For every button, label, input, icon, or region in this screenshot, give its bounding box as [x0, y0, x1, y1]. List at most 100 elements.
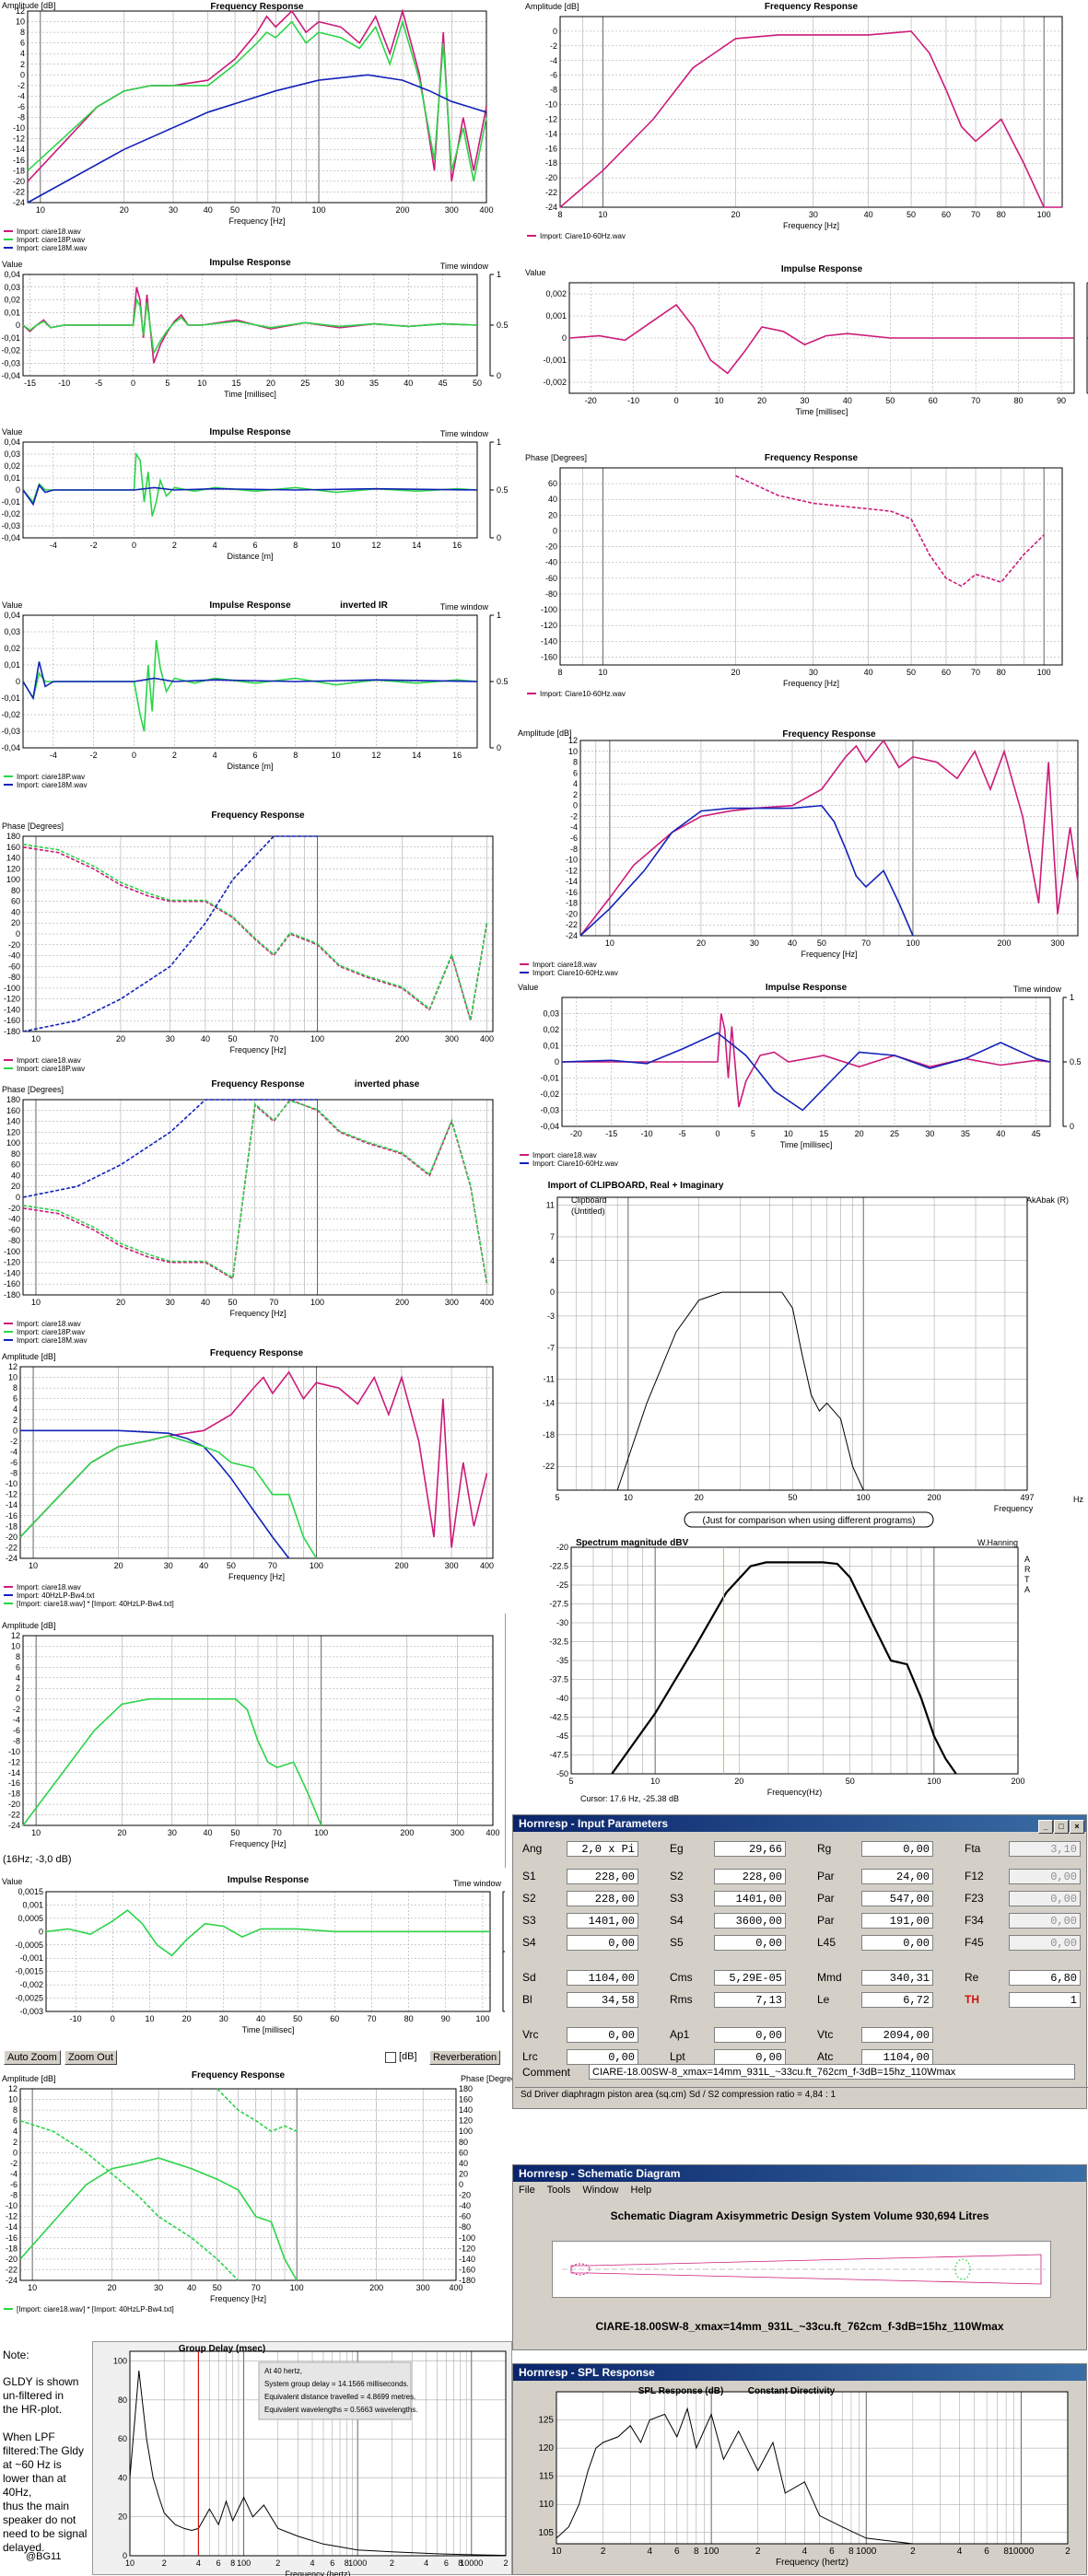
- comment-field[interactable]: CIARE-18.00SW-8_xmax=14mm_931L_~33cu.ft_…: [589, 2064, 1075, 2080]
- reverberation-button[interactable]: Reverberation: [429, 2050, 501, 2065]
- menu-help[interactable]: Help: [630, 2185, 652, 2196]
- y-tick-label: 8: [13, 2105, 18, 2115]
- series-line-2: [22, 484, 478, 507]
- series-line-1: [562, 1013, 1051, 1108]
- x-tick-label: 300: [445, 205, 459, 215]
- x-tick-label: -10: [70, 2014, 82, 2023]
- schematic-heading: Schematic Diagram Axisymmetric Design Sy…: [610, 2209, 989, 2222]
- zoom-out-button[interactable]: Zoom Out: [64, 2050, 117, 2065]
- y-tick-label: 0: [39, 1927, 43, 1936]
- series-line-3: [22, 1099, 318, 1198]
- db-checkbox[interactable]: [385, 2052, 396, 2063]
- param-field-ang[interactable]: 2,0 x Pi: [567, 1841, 638, 1857]
- param-field-vtc[interactable]: 2094,00: [861, 2027, 933, 2043]
- grid: [559, 468, 1062, 665]
- param-field-mmd[interactable]: 340,31: [861, 1970, 933, 1986]
- y-right-tick-label: -140: [459, 2255, 475, 2264]
- plot-frame: [559, 16, 1063, 208]
- y-tick-label: -0,01: [1, 333, 20, 343]
- param-label-s1: S1: [522, 1870, 536, 1882]
- y-tick-label: -50: [556, 1769, 568, 1778]
- x-tick-label: 100: [857, 1493, 871, 1502]
- param-field-s4[interactable]: 3600,00: [714, 1913, 786, 1929]
- param-field-s1[interactable]: 228,00: [567, 1869, 638, 1884]
- param-field-eg[interactable]: 29,66: [714, 1841, 786, 1857]
- series-line-1: [129, 2371, 507, 2557]
- param-field-s2[interactable]: 228,00: [567, 1891, 638, 1906]
- param-field-f12[interactable]: 0,00: [1009, 1869, 1081, 1884]
- y-tick-label: 8: [13, 1383, 18, 1393]
- param-label-f23: F23: [965, 1892, 984, 1905]
- param-field-par[interactable]: 24,00: [861, 1869, 933, 1884]
- param-field-rg[interactable]: 0,00: [861, 1841, 933, 1857]
- y-tick-label: 0,01: [4, 660, 20, 670]
- x-tick-label: 10: [784, 1129, 793, 1138]
- param-field-th[interactable]: 1: [1009, 1992, 1081, 2008]
- close-button[interactable]: ×: [1070, 1820, 1084, 1834]
- minimize-button[interactable]: _: [1038, 1820, 1053, 1834]
- param-field-re[interactable]: 6,80: [1009, 1970, 1081, 1986]
- y-tick-label: 20: [548, 510, 557, 519]
- x-tick-label: 20: [757, 396, 766, 405]
- x-tick-label: 4: [196, 2559, 201, 2568]
- x-tick-label: 80: [1014, 396, 1024, 405]
- param-field-f34[interactable]: 0,00: [1009, 1913, 1081, 1929]
- y-tick-label: -0,04: [1, 743, 20, 752]
- param-label-l45: L45: [817, 1936, 836, 1949]
- param-field-s3[interactable]: 1401,00: [567, 1913, 638, 1929]
- param-field-par[interactable]: 191,00: [861, 1913, 933, 1929]
- x-tick-label: 400: [480, 1561, 494, 1570]
- x-tick-label: -15: [24, 379, 36, 388]
- x-tick-label: 30: [166, 1034, 175, 1043]
- param-field-sd[interactable]: 1104,00: [567, 1970, 638, 1986]
- y-tick-label: -0,04: [1, 371, 20, 380]
- x-tick-label: 20: [117, 1828, 126, 1837]
- side-label: T: [1024, 1575, 1030, 1584]
- param-field-s5[interactable]: 0,00: [714, 1935, 786, 1951]
- note-line: filtered:The Gldy: [3, 2444, 85, 2457]
- y-tick-label: -18: [13, 166, 25, 175]
- x-tick-label: 8: [230, 2559, 235, 2568]
- note-text: GLDY is shown un-filtered in the HR-plot. …: [3, 2375, 90, 2555]
- x-tick-label: 40: [187, 2283, 196, 2292]
- chart-subtitle: inverted IR: [340, 600, 388, 611]
- auto-zoom-button[interactable]: Auto Zoom: [4, 2050, 61, 2065]
- legend-entry: Clipboard: [571, 1195, 607, 1205]
- x-tick-label: 100: [312, 205, 326, 215]
- param-field-f45[interactable]: 0,00: [1009, 1935, 1081, 1951]
- y-tick-label: 40: [118, 2473, 127, 2482]
- menu-tools[interactable]: Tools: [546, 2185, 571, 2196]
- x-tick-label: 70: [271, 205, 280, 215]
- chart-title: Frequency Response: [211, 1079, 305, 1090]
- param-field-s4[interactable]: 0,00: [567, 1935, 638, 1951]
- y-tick-label: 125: [538, 2416, 554, 2426]
- y-tick-label: -30: [556, 1618, 568, 1627]
- param-field-cms[interactable]: 5,29E-05: [714, 1970, 786, 1986]
- param-field-le[interactable]: 6,72: [861, 1992, 933, 2008]
- param-field-rms[interactable]: 7,13: [714, 1992, 786, 2008]
- param-field-l45[interactable]: 0,00: [861, 1935, 933, 1951]
- param-field-f23[interactable]: 0,00: [1009, 1891, 1081, 1906]
- param-field-atc[interactable]: 1104,00: [861, 2049, 933, 2065]
- y-tick-label: -180: [4, 1027, 20, 1036]
- param-field-par[interactable]: 547,00: [861, 1891, 933, 1906]
- y-axis-label: Value: [2, 427, 22, 437]
- param-field-s2[interactable]: 228,00: [714, 1869, 786, 1884]
- param-field-ap1[interactable]: 0,00: [714, 2027, 786, 2043]
- frequency-response-chart-2: 0 -2 -4 -6 -8 -10 -12 -14 -16 -18 -20 -22 -24 8 10 20 30…: [523, 0, 1088, 262]
- menu-file[interactable]: File: [519, 2185, 535, 2196]
- maximize-button[interactable]: □: [1054, 1820, 1069, 1834]
- menu-window[interactable]: Window: [582, 2185, 619, 2196]
- y-tick-label: -0,0025: [15, 1994, 43, 2003]
- y-tick-label: -0,01: [1, 694, 20, 703]
- y-tick-label: 100: [6, 1138, 20, 1148]
- param-field-fta[interactable]: 3,10: [1009, 1841, 1081, 1857]
- param-field-lpt[interactable]: 0,00: [714, 2049, 786, 2065]
- param-field-lrc[interactable]: 0,00: [567, 2049, 638, 2065]
- param-field-bl[interactable]: 34,58: [567, 1992, 638, 2008]
- x-tick-label: 16: [452, 541, 462, 550]
- x-tick-label: 50: [907, 210, 916, 219]
- param-field-s3[interactable]: 1401,00: [714, 1891, 786, 1906]
- param-field-vrc[interactable]: 0,00: [567, 2027, 638, 2043]
- y-tick-label: 0,01: [543, 1042, 559, 1051]
